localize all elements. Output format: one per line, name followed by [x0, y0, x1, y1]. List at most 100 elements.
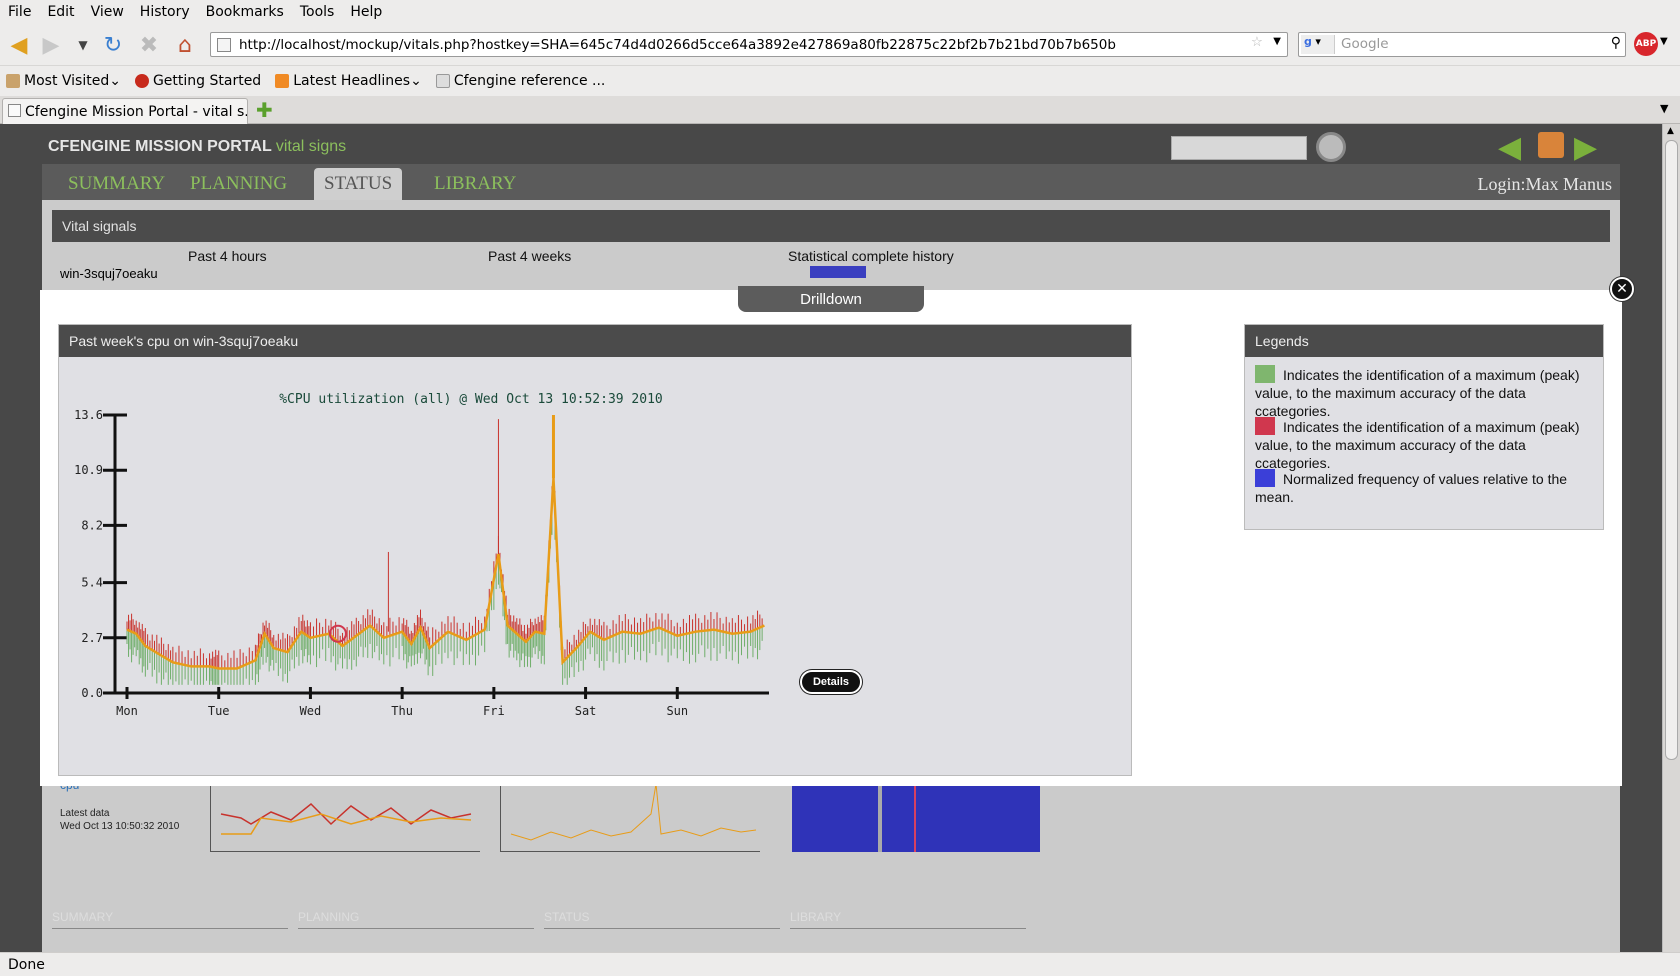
- cpu-chart: %CPU utilization (all) @ Wed Oct 13 10:5…: [74, 392, 769, 718]
- firefox-icon: [134, 74, 149, 88]
- footer-planning[interactable]: PLANNING: [298, 910, 534, 929]
- green-swatch: [1255, 365, 1275, 383]
- tab-favicon-icon: [8, 104, 21, 117]
- reload-icon[interactable]: ↻: [103, 32, 123, 58]
- history-dropdown-icon[interactable]: ▼: [78, 38, 88, 52]
- portal-title-text: CFENGINE MISSION PORTAL: [48, 138, 272, 155]
- tab-planning[interactable]: PLANNING: [190, 173, 288, 194]
- status-text: Done: [8, 956, 45, 973]
- y-tick-label: 2.7: [81, 631, 103, 645]
- menu-edit[interactable]: Edit: [47, 4, 75, 20]
- search-engine-icon[interactable]: g ▾: [1301, 35, 1335, 54]
- scroll-up-icon[interactable]: ▲: [1667, 126, 1674, 136]
- thumb-4-hours[interactable]: [210, 784, 480, 852]
- bookmark-getting-started[interactable]: Getting Started: [134, 73, 261, 89]
- menu-bookmarks[interactable]: Bookmarks: [205, 4, 284, 20]
- legend-text: Normalized frequency of values relative …: [1255, 471, 1568, 505]
- thumb-4-weeks[interactable]: [500, 783, 760, 852]
- host-name[interactable]: win-3squj7oeaku: [60, 266, 158, 281]
- peak-marker: [914, 780, 916, 852]
- x-tick-label: Sat: [575, 704, 597, 718]
- folder-icon: [6, 74, 20, 88]
- page-scrollbar[interactable]: ▲: [1662, 124, 1680, 952]
- navigation-toolbar: ◀ ▶ ▼ ↻ ✖ ⌂ http://localhost/mockup/vita…: [0, 24, 1680, 66]
- tab-summary[interactable]: SUMMARY: [68, 173, 166, 194]
- column-history: Statistical complete history: [788, 248, 954, 264]
- bookmark-most-visited[interactable]: Most Visited ⌄: [6, 73, 121, 89]
- y-tick-label: 8.2: [81, 518, 103, 532]
- footer-status[interactable]: STATUS: [544, 910, 780, 929]
- x-tick-label: Fri: [483, 704, 505, 718]
- details-button[interactable]: Details: [800, 670, 862, 694]
- portal-home-icon[interactable]: [1538, 132, 1564, 158]
- chart-panel-header: Past week's cpu on win-3squj7oeaku: [59, 325, 1131, 357]
- legend-item-green: Indicates the identification of a maximu…: [1255, 365, 1595, 420]
- browser-tab[interactable]: Cfengine Mission Portal - vital s...: [2, 98, 248, 124]
- drilldown-tab: Drilldown: [738, 286, 924, 312]
- back-green-arrow-icon[interactable]: ◀: [1498, 130, 1522, 165]
- x-tick-label: Thu: [391, 704, 413, 718]
- home-icon[interactable]: ⌂: [178, 32, 192, 58]
- tab-list-icon[interactable]: ▼: [1660, 102, 1669, 115]
- blue-swatch: [1255, 469, 1275, 487]
- column-past-4-hours: Past 4 hours: [188, 248, 267, 264]
- chart-axes: 0.0 2.7 5.4 8.2 10.9 13.6 Mon Tue Wed Thu Fri Sat Su…: [74, 408, 769, 718]
- mean-marker: [878, 780, 882, 852]
- portal-subtitle: vital signs: [275, 138, 347, 155]
- y-tick-label: 5.4: [81, 576, 103, 590]
- legend-panel-header: Legends: [1245, 325, 1603, 357]
- chart-panel: Past week's cpu on win-3squj7oeaku %CPU …: [58, 324, 1132, 776]
- forward-arrow-icon[interactable]: ▶: [42, 32, 60, 58]
- footer-summary[interactable]: SUMMARY: [52, 910, 288, 929]
- menu-view[interactable]: View: [90, 4, 124, 20]
- legend-panel: Legends Indicates the identification of …: [1244, 324, 1604, 530]
- new-tab-icon[interactable]: ✚: [256, 98, 273, 122]
- search-box[interactable]: g ▾ Google ⚲: [1298, 32, 1626, 57]
- main-tabs: SUMMARY PLANNING STATUS LIBRARY Login:Ma…: [42, 164, 1620, 200]
- portal-search-icon[interactable]: [1316, 132, 1346, 162]
- x-tick-label: Tue: [208, 704, 230, 718]
- scrollbar-thumb[interactable]: [1665, 140, 1678, 760]
- tab-status[interactable]: STATUS: [314, 168, 403, 200]
- menu-tools[interactable]: Tools: [299, 4, 335, 20]
- legend-item-blue: Normalized frequency of values relative …: [1255, 469, 1595, 506]
- thumb-4-hours-graph: [220, 802, 472, 835]
- y-tick-label: 10.9: [74, 463, 103, 477]
- back-arrow-icon[interactable]: ◀: [10, 32, 28, 58]
- thumb-history[interactable]: [792, 780, 1040, 852]
- latest-data-value: Wed Oct 13 10:50:32 2010: [60, 821, 180, 832]
- red-swatch: [1255, 417, 1275, 435]
- footer-library[interactable]: LIBRARY: [790, 910, 1026, 929]
- stop-icon[interactable]: ✖: [139, 32, 159, 58]
- tab-title: Cfengine Mission Portal - vital s...: [25, 103, 248, 120]
- login-label[interactable]: Login:Max Manus: [1477, 174, 1613, 194]
- url-bar[interactable]: http://localhost/mockup/vitals.php?hostk…: [210, 32, 1288, 57]
- menu-bar: File Edit View History Bookmarks Tools H…: [0, 0, 1680, 24]
- search-icon[interactable]: ⚲: [1610, 35, 1621, 51]
- bookmarks-toolbar: Most Visited ⌄ Getting Started Latest Hea…: [0, 66, 1680, 96]
- bookmark-label: Most Visited: [24, 73, 110, 89]
- bookmark-cfengine-reference[interactable]: Cfengine reference ...: [435, 73, 605, 89]
- x-tick-label: Wed: [300, 704, 322, 718]
- adblock-dropdown-icon[interactable]: ▼: [1660, 36, 1668, 47]
- bookmark-star-icon[interactable]: ☆: [1250, 34, 1263, 50]
- latest-data-label: Latest data: [60, 808, 110, 819]
- tab-bar: Cfengine Mission Portal - vital s... ✚ ▼: [0, 96, 1680, 124]
- adblock-icon[interactable]: ABP: [1634, 32, 1658, 56]
- y-tick-label: 0.0: [81, 686, 103, 700]
- menu-help[interactable]: Help: [350, 4, 383, 20]
- drilldown-modal: Past week's cpu on win-3squj7oeaku %CPU …: [40, 290, 1622, 786]
- menu-file[interactable]: File: [8, 4, 32, 20]
- portal-title: CFENGINE MISSION PORTAL vital signs: [48, 138, 346, 156]
- url-dropdown-icon[interactable]: ▼: [1273, 36, 1281, 47]
- footer-links: SUMMARY PLANNING STATUS LIBRARY: [52, 910, 1454, 950]
- tab-library[interactable]: LIBRARY: [434, 173, 517, 194]
- forward-green-arrow-icon[interactable]: ▶: [1574, 130, 1598, 165]
- bookmark-latest-headlines[interactable]: Latest Headlines ⌄: [275, 73, 422, 89]
- column-past-4-weeks: Past 4 weeks: [488, 248, 572, 264]
- search-placeholder: Google: [1341, 36, 1389, 52]
- close-modal-icon[interactable]: ✕: [1610, 277, 1634, 301]
- portal-search-input[interactable]: [1171, 136, 1307, 160]
- chart-series: [126, 415, 765, 685]
- menu-history[interactable]: History: [139, 4, 190, 20]
